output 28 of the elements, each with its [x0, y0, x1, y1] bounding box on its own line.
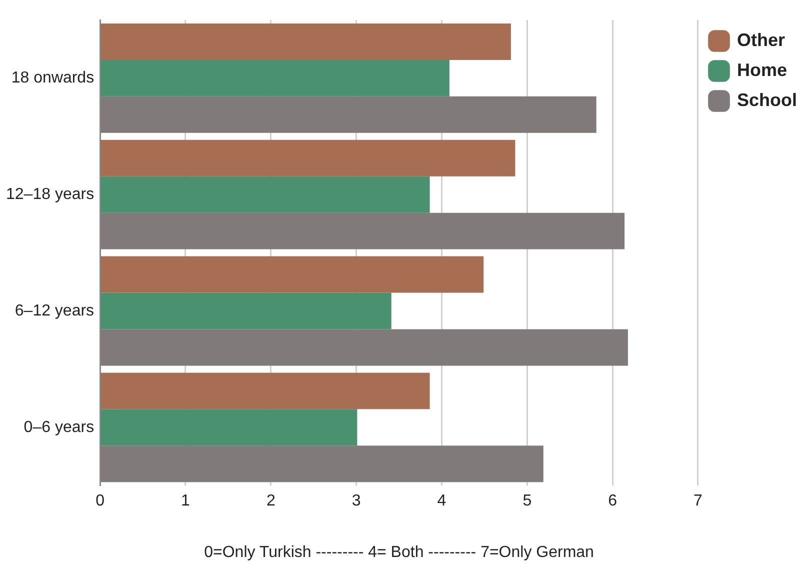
bar: [100, 446, 544, 482]
legend-label: School: [736, 90, 798, 110]
x-tick-label: 4: [437, 492, 446, 510]
x-tick-label: 1: [181, 492, 190, 510]
x-tick-label: 6: [608, 492, 618, 510]
bar: [100, 96, 596, 133]
x-axis-title: 0=Only Turkish --------- 4= Both --------- 7=Only German: [204, 544, 594, 561]
bar: [100, 60, 450, 96]
bar: [100, 292, 392, 330]
bar: [100, 212, 625, 250]
bar: [100, 23, 511, 60]
bar: [100, 140, 516, 176]
bar: [100, 176, 430, 213]
y-tick-label: 12–18 years: [6, 186, 94, 204]
x-tick-label: 5: [522, 492, 532, 510]
bar: [100, 329, 628, 366]
y-tick-label: 18 onwards: [11, 70, 94, 87]
bar: [100, 256, 484, 293]
bar: [100, 409, 358, 446]
x-tick-label: 0: [96, 492, 105, 510]
y-tick-label: 0–6 years: [24, 418, 94, 436]
y-tick-label: 6–12 years: [14, 302, 94, 320]
x-tick-label: 7: [694, 492, 703, 510]
legend-label: Other: [736, 30, 786, 50]
bar: [100, 372, 430, 410]
legend-label: Home: [736, 60, 788, 80]
x-tick-label: 2: [266, 492, 276, 510]
x-tick-label: 3: [352, 492, 361, 510]
